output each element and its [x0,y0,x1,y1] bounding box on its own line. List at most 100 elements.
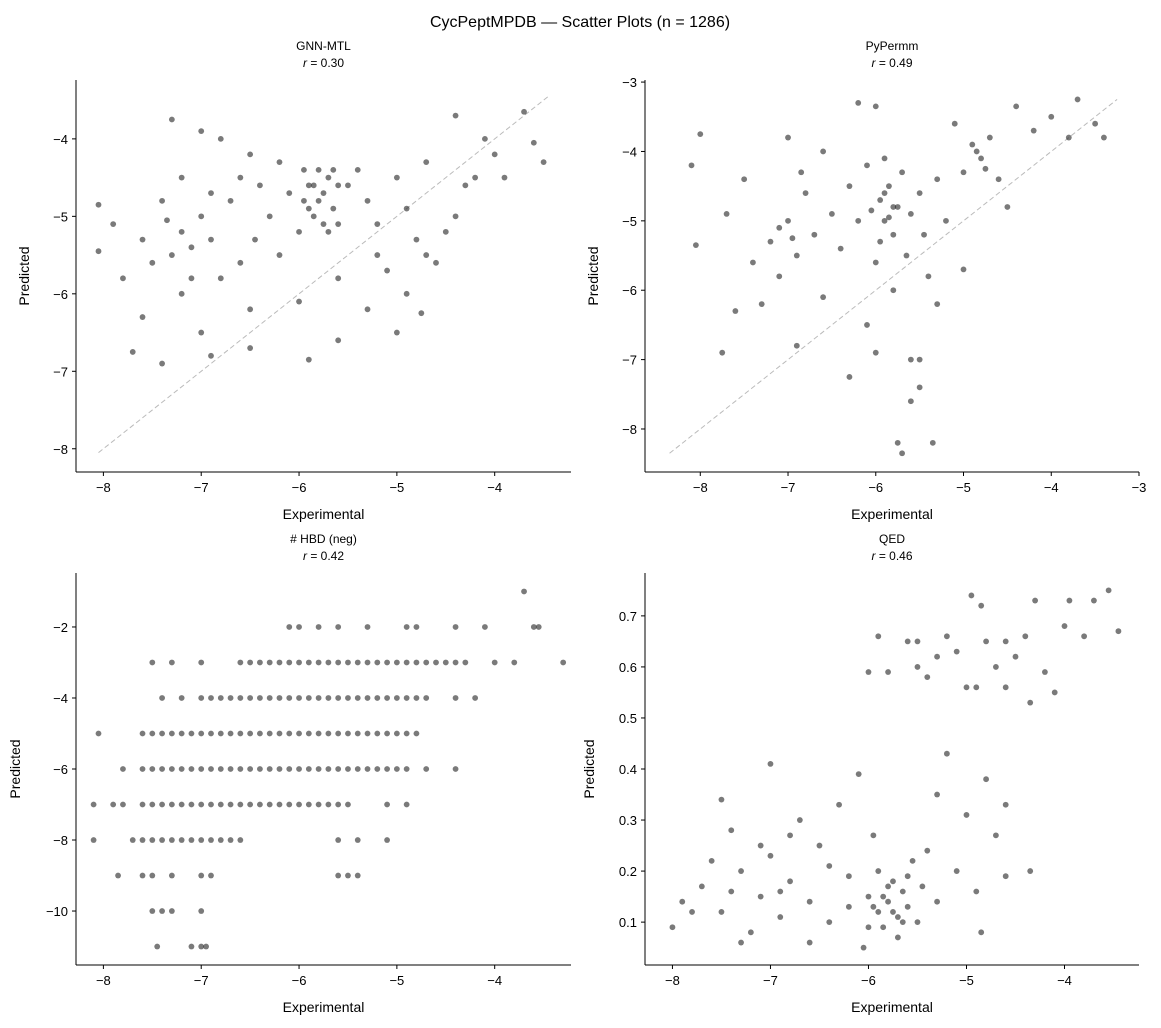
data-point [374,252,381,258]
data-point [777,914,784,920]
data-point [139,766,146,772]
data-point [403,659,410,666]
data-point [826,919,833,926]
panel-title: PyPermm [866,39,919,53]
data-point [227,695,234,701]
data-point [811,231,818,238]
data-point [188,766,195,772]
data-point [217,766,224,772]
data-point [864,162,870,169]
data-point [870,903,877,910]
data-point [276,801,283,808]
x-axis-label: Experimental [283,506,365,522]
r-symbol: r [871,549,876,563]
data-point [413,236,420,243]
data-point [296,695,302,701]
data-point [452,766,459,772]
data-point [247,695,254,701]
data-point [890,287,897,294]
y-axis-label: Predicted [585,246,601,305]
data-point [393,659,400,666]
data-point [325,228,332,235]
data-point [750,259,756,266]
data-point [1013,103,1020,110]
data-point [198,837,205,843]
y-tick-label: 0.3 [619,813,637,828]
data-point [188,837,195,843]
data-point [914,919,921,926]
data-point [257,730,263,737]
data-point [1002,684,1009,691]
data-point [995,176,1002,183]
data-point [110,801,117,808]
panel-title: GNN-MTL [296,39,351,53]
data-point [227,197,234,204]
x-tick-label: −4 [487,480,502,495]
data-point [315,695,322,701]
data-point [953,648,960,655]
data-point [929,439,936,446]
x-tick-label: −6 [292,973,307,988]
data-point [178,228,185,235]
data-point [758,301,765,307]
data-point [276,766,283,772]
data-point [315,624,322,630]
data-point [836,801,842,808]
data-point [708,857,715,864]
data-point [168,801,175,808]
y-tick-label: 0.7 [619,609,637,624]
data-point [208,695,214,701]
data-point [247,766,254,772]
data-point [198,872,205,879]
data-point [159,801,165,808]
data-point [335,766,342,772]
data-point [384,267,390,274]
data-point [335,730,342,737]
data-point [384,730,390,737]
data-point [364,766,371,772]
data-point [345,872,351,879]
y-tick-label: −6 [53,287,68,302]
y-tick-label: 0.6 [619,660,637,675]
correlation-label: r = 0.30 [303,56,344,70]
x-axis-label: Experimental [283,999,365,1015]
data-point [1004,204,1011,210]
data-point [139,801,146,808]
y-tick-label: 0.2 [619,864,637,879]
data-point [237,659,244,666]
data-point [881,217,888,224]
data-point [154,943,161,950]
data-point [374,221,381,227]
data-point [110,221,117,227]
x-tick-label: −4 [1057,973,1072,988]
data-point [208,801,214,808]
data-point [1081,633,1088,640]
data-point [491,151,498,158]
data-point [963,684,970,691]
data-point [877,197,884,203]
data-point [208,730,214,737]
data-point [364,659,371,666]
data-point [747,929,754,936]
data-point [247,345,254,351]
y-axis-label: Predicted [16,246,32,305]
data-point [916,356,923,363]
data-point [237,259,244,266]
data-point [845,903,852,910]
y-tick-label: 0.5 [619,711,637,726]
data-point [159,695,165,701]
data-point [90,837,97,843]
data-point [217,135,224,142]
data-point [728,888,735,895]
data-point [1022,633,1029,640]
data-point [919,883,926,890]
data-point [354,837,361,843]
data-point [149,766,156,772]
data-point [276,695,283,701]
data-point [247,151,254,158]
data-point [305,182,312,189]
panel-title: QED [879,532,905,546]
data-point [305,766,312,772]
y-tick-label: −6 [53,762,68,777]
